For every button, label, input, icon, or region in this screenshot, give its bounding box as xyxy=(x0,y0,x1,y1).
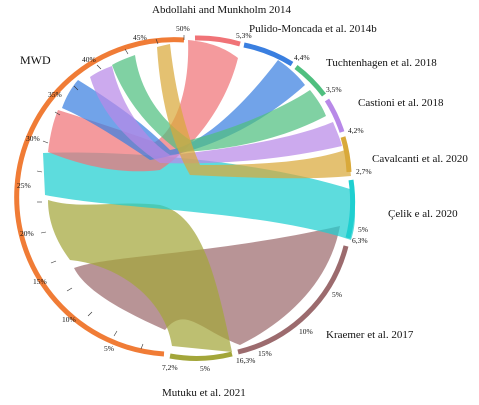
ribbon-tuchtenhagen xyxy=(112,55,326,152)
arc-pulido xyxy=(243,42,294,67)
mwd-tick-labels: 50% 45% 40% 35% 30% 25% 20% 15% 10% 5% xyxy=(17,24,190,353)
label-celik: Çelik e al. 2020 xyxy=(388,208,458,220)
mwd-tick-20: 20% xyxy=(20,229,34,238)
label-mutuku: Mutuku et al. 2021 xyxy=(162,387,246,399)
label-mwd: MWD xyxy=(20,53,51,67)
arc-tuchtenhagen xyxy=(294,65,326,97)
mwd-tick-50: 50% xyxy=(176,24,190,33)
tick-kraemer-10: 10% xyxy=(299,327,313,336)
tick-celik-5: 5% xyxy=(358,225,368,234)
arc-mwd xyxy=(14,37,185,357)
arc-cavalcanti xyxy=(340,136,352,173)
mwd-tick-25: 25% xyxy=(17,181,31,190)
value-castioni: 3,5% xyxy=(326,85,342,94)
tick-kraemer-5: 5% xyxy=(332,290,342,299)
mwd-tick-10: 10% xyxy=(62,315,76,324)
mwd-tick-40: 40% xyxy=(82,55,96,64)
value-extra: 7,2% xyxy=(162,363,178,372)
value-tuchtenhagen: 4,4% xyxy=(294,53,310,62)
target-value-labels: 5,3% 4,4% 3,5% 4,2% 2,7% 5% 6,3% 5% 10% … xyxy=(162,31,372,373)
tick-mutuku-5: 5% xyxy=(200,364,210,373)
label-cavalcanti: Cavalcanti et al. 2020 xyxy=(372,153,468,165)
mwd-tick-45: 45% xyxy=(133,33,147,42)
arc-castioni xyxy=(324,98,345,133)
arc-kraemer xyxy=(237,245,349,355)
ribbon-mutuku xyxy=(48,200,232,352)
label-tuchtenhagen: Tuchtenhagen et al. 2018 xyxy=(326,57,437,69)
value-kraemer: 6,3% xyxy=(352,236,368,245)
mwd-tick-35: 35% xyxy=(48,90,62,99)
value-celik: 2,7% xyxy=(356,167,372,176)
mwd-tick-5: 5% xyxy=(104,344,114,353)
label-kraemer: Kraemer et al. 2017 xyxy=(326,329,414,341)
tick-kraemer-15: 15% xyxy=(258,349,272,358)
ribbon-cavalcanti xyxy=(157,44,351,179)
value-mutuku: 16,3% xyxy=(236,356,255,365)
arc-mutuku xyxy=(169,351,233,361)
arc-abdollahi xyxy=(194,35,241,47)
name-labels: MWD Abdollahi and Munkholm 2014 Pulido-M… xyxy=(20,4,468,399)
ribbons xyxy=(43,40,356,352)
arc-celik xyxy=(345,179,356,239)
mwd-ticks xyxy=(36,35,185,350)
ribbon-castioni xyxy=(90,66,342,164)
value-pulido: 5,3% xyxy=(236,31,252,40)
label-abdollahi: Abdollahi and Munkholm 2014 xyxy=(152,4,292,16)
mwd-tick-30: 30% xyxy=(26,134,40,143)
label-castioni: Castioni et al. 2018 xyxy=(358,97,444,109)
mwd-tick-15: 15% xyxy=(33,277,47,286)
value-cavalcanti: 4,2% xyxy=(348,126,364,135)
ribbon-pulido xyxy=(62,60,305,160)
ribbon-abdollahi xyxy=(48,40,238,172)
arcs xyxy=(14,35,356,361)
label-pulido: Pulido-Moncada et al. 2014b xyxy=(249,23,377,35)
